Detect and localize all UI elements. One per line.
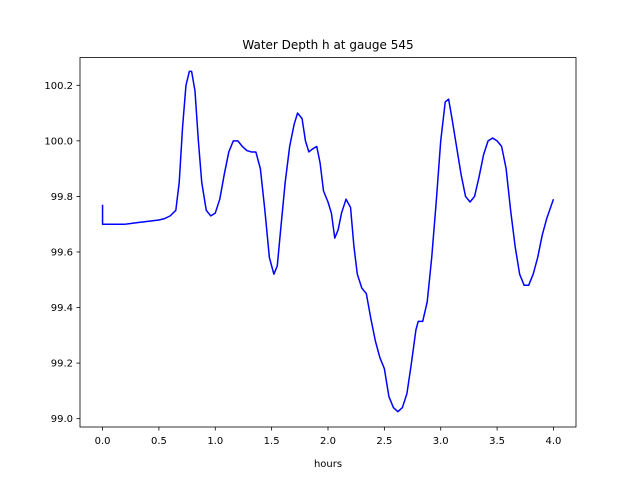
plot-area bbox=[101, 70, 555, 413]
x-axis-label: hours bbox=[314, 459, 342, 470]
x-tick-label: 4.0 bbox=[546, 436, 562, 447]
x-axis: 0.0 0.5 1.0 1.5 2.0 2.5 3.0 3.5 4.0 bbox=[95, 427, 562, 447]
x-tick-label: 2.0 bbox=[320, 436, 336, 447]
y-axis: 99.0 99.2 99.4 99.6 99.8 100.0 100.2 bbox=[44, 81, 80, 425]
x-tick-label: 2.5 bbox=[376, 436, 392, 447]
x-tick-label: 3.0 bbox=[433, 436, 449, 447]
y-tick-label: 100.2 bbox=[44, 81, 73, 92]
y-tick-label: 99.0 bbox=[51, 414, 73, 425]
y-tick-label: 99.6 bbox=[51, 247, 73, 258]
plot-frame bbox=[79, 57, 577, 428]
y-tick-label: 99.2 bbox=[51, 359, 73, 370]
y-tick-label: 100.0 bbox=[44, 136, 73, 147]
x-tick-label: 0.0 bbox=[95, 436, 111, 447]
y-tick-label: 99.4 bbox=[51, 303, 73, 314]
x-tick-label: 0.5 bbox=[151, 436, 167, 447]
y-tick-label: 99.8 bbox=[51, 192, 73, 203]
x-tick-label: 1.0 bbox=[207, 436, 223, 447]
x-tick-label: 1.5 bbox=[264, 436, 280, 447]
series-line-1 bbox=[101, 70, 555, 413]
chart-title: Water Depth h at gauge 545 bbox=[242, 38, 413, 52]
x-tick-label: 3.5 bbox=[489, 436, 505, 447]
